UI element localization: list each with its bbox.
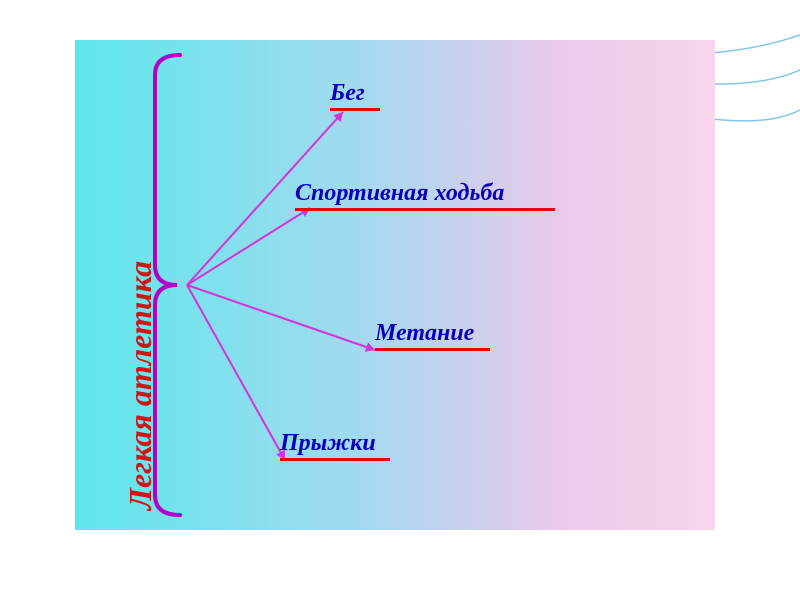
branch-label: Метание [375, 320, 474, 347]
branch-label: Спортивная ходьба [295, 180, 504, 207]
slide-background [75, 40, 715, 530]
slide-panel: Легкая атлетика Бег Спортивная ходьба Мета… [75, 40, 715, 530]
branch-label: Бег [330, 80, 365, 107]
branch-underline [375, 348, 490, 351]
branch-label: Прыжки [280, 430, 376, 457]
branch-underline [295, 208, 555, 211]
main-title: Легкая атлетика [122, 261, 159, 510]
page: Легкая атлетика Бег Спортивная ходьба Мета… [0, 0, 800, 600]
branch-underline [280, 458, 390, 461]
branch-underline [330, 108, 380, 111]
